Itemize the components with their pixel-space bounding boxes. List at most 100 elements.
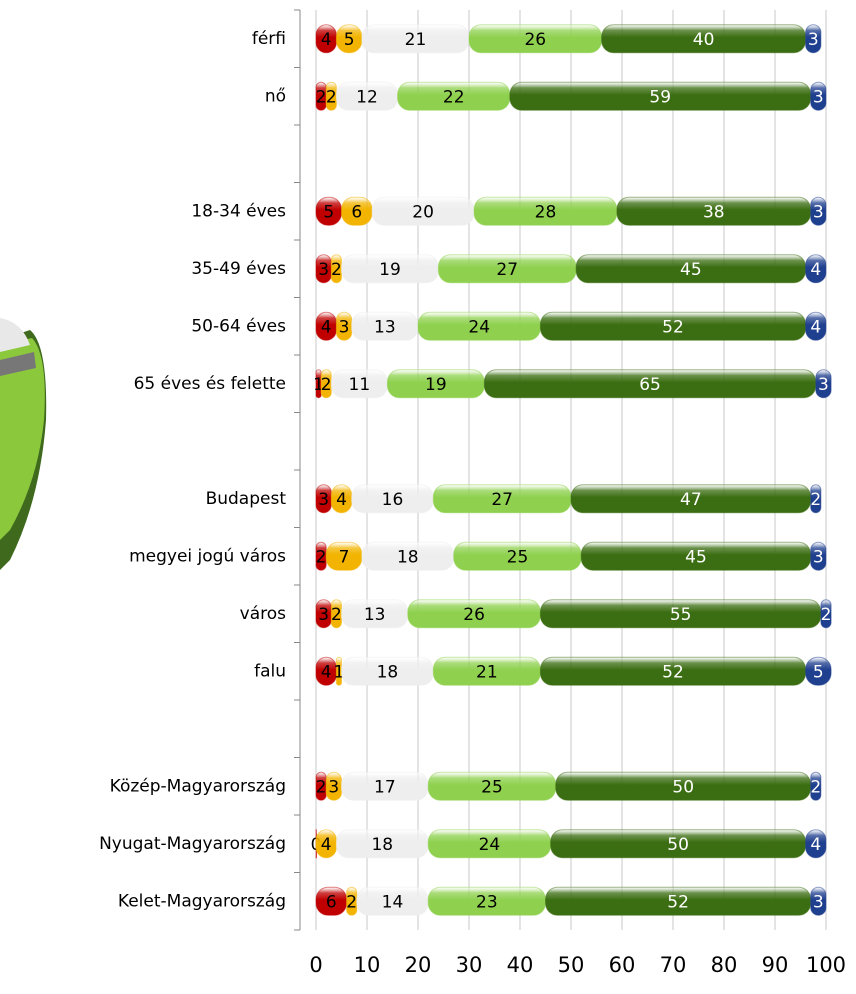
bar-segment xyxy=(820,599,832,629)
data-label: 18 xyxy=(371,835,393,855)
data-label: 3 xyxy=(318,490,329,510)
x-tick-label: 0 xyxy=(309,953,322,977)
data-label: 1 xyxy=(313,375,324,395)
data-label: 3 xyxy=(339,317,350,337)
y-tick-label: Budapest xyxy=(206,489,287,509)
data-label: 2 xyxy=(316,87,327,107)
data-label: 21 xyxy=(476,662,498,682)
bar-segment xyxy=(810,484,822,514)
data-label: 3 xyxy=(318,260,329,280)
bar-segment xyxy=(810,541,827,571)
x-tick-label: 30 xyxy=(456,953,483,977)
data-label: 4 xyxy=(321,662,332,682)
x-tick-label: 50 xyxy=(558,953,585,977)
data-label: 3 xyxy=(813,892,824,912)
data-label: 27 xyxy=(496,260,518,280)
bar-segment xyxy=(805,254,827,284)
x-tick-label: 90 xyxy=(762,953,789,977)
data-label: 65 xyxy=(639,375,661,395)
data-label: 19 xyxy=(379,260,401,280)
data-label: 14 xyxy=(382,892,404,912)
bar-segment xyxy=(805,656,832,686)
data-label: 3 xyxy=(808,30,819,50)
data-label: 3 xyxy=(318,605,329,625)
data-label: 3 xyxy=(328,777,339,797)
data-label: 12 xyxy=(356,87,378,107)
data-label: 59 xyxy=(649,87,671,107)
data-label: 7 xyxy=(339,547,350,567)
data-label: 2 xyxy=(316,547,327,567)
data-label: 4 xyxy=(336,490,347,510)
y-tick-label: 35-49 éves xyxy=(191,259,286,279)
data-label: 2 xyxy=(346,892,357,912)
data-label: 5 xyxy=(344,30,355,50)
data-label: 2 xyxy=(821,605,832,625)
data-label: 50 xyxy=(667,835,689,855)
data-label: 4 xyxy=(321,835,332,855)
data-label: 24 xyxy=(468,317,490,337)
data-label: 1 xyxy=(334,662,345,682)
data-label: 4 xyxy=(810,260,821,280)
data-label: 3 xyxy=(818,375,829,395)
data-label: 4 xyxy=(810,835,821,855)
x-tick-label: 20 xyxy=(405,953,432,977)
data-label: 3 xyxy=(813,547,824,567)
data-label: 5 xyxy=(323,202,334,222)
y-tick-label: 18-34 éves xyxy=(191,201,286,221)
data-label: 52 xyxy=(662,317,684,337)
data-label: 6 xyxy=(326,892,337,912)
data-label: 22 xyxy=(443,87,465,107)
data-label: 27 xyxy=(491,490,513,510)
bar-segment xyxy=(805,24,822,54)
bar-segment xyxy=(810,771,822,801)
data-label: 38 xyxy=(703,202,725,222)
y-tick-label: Nyugat-Magyarország xyxy=(99,834,286,854)
y-tick-label: férfi xyxy=(252,29,286,49)
data-label: 3 xyxy=(813,202,824,222)
data-label: 47 xyxy=(680,490,702,510)
data-label: 2 xyxy=(316,777,327,797)
data-label: 2 xyxy=(810,777,821,797)
data-label: 6 xyxy=(351,202,362,222)
data-label: 2 xyxy=(321,375,332,395)
x-tick-label: 100 xyxy=(806,953,846,977)
y-tick-label: nő xyxy=(265,86,286,106)
y-tick-label: Közép-Magyarország xyxy=(110,776,286,796)
data-label: 13 xyxy=(364,605,386,625)
bar-segment xyxy=(805,829,827,859)
data-label: 55 xyxy=(670,605,692,625)
data-label: 17 xyxy=(374,777,396,797)
data-label: 16 xyxy=(382,490,404,510)
data-label: 25 xyxy=(481,777,503,797)
data-label: 4 xyxy=(321,30,332,50)
bar-segment xyxy=(815,369,832,399)
data-label: 40 xyxy=(693,30,715,50)
data-label: 26 xyxy=(524,30,546,50)
data-label: 52 xyxy=(662,662,684,682)
data-label: 28 xyxy=(535,202,557,222)
x-tick-label: 40 xyxy=(507,953,534,977)
data-label: 4 xyxy=(321,317,332,337)
data-label: 5 xyxy=(813,662,824,682)
y-tick-label: Kelet-Magyarország xyxy=(118,891,286,911)
data-label: 45 xyxy=(685,547,707,567)
data-label: 23 xyxy=(476,892,498,912)
data-label: 25 xyxy=(507,547,529,567)
data-label: 11 xyxy=(349,375,371,395)
data-label: 19 xyxy=(425,375,447,395)
pie-fragment xyxy=(0,318,47,570)
x-tick-label: 10 xyxy=(354,953,381,977)
data-label: 4 xyxy=(810,317,821,337)
bar-segment xyxy=(810,886,827,916)
data-label: 20 xyxy=(412,202,434,222)
y-tick-label: 50-64 éves xyxy=(191,316,286,336)
data-label: 52 xyxy=(667,892,689,912)
data-label: 21 xyxy=(405,30,427,50)
data-label: 2 xyxy=(326,87,337,107)
data-label: 18 xyxy=(377,662,399,682)
data-label: 50 xyxy=(672,777,694,797)
data-label: 18 xyxy=(397,547,419,567)
data-label: 26 xyxy=(463,605,485,625)
x-tick-label: 80 xyxy=(711,953,738,977)
